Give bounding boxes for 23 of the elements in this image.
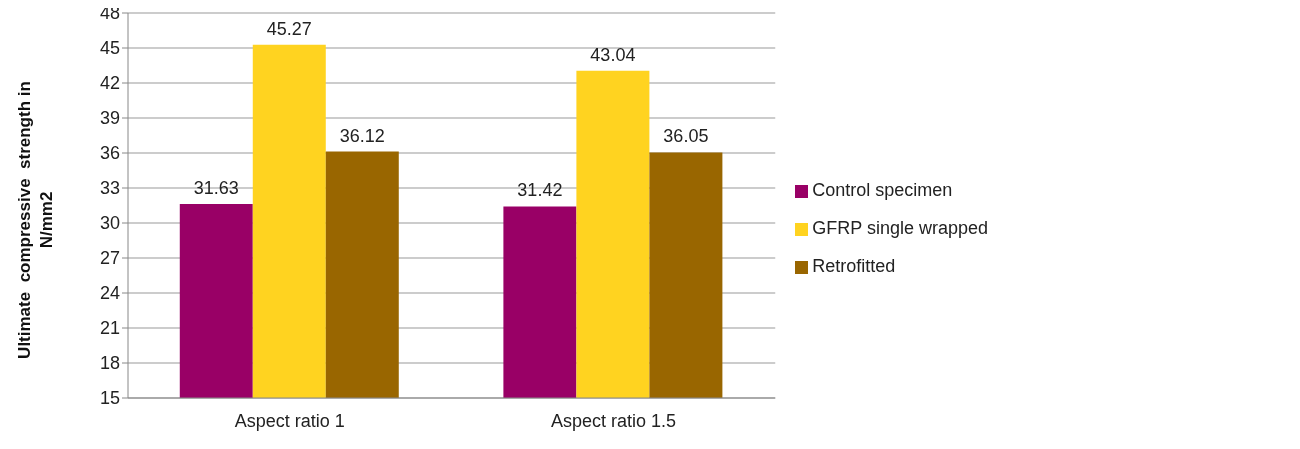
y-tick-label: 36 <box>99 143 120 164</box>
y-tick-label: 33 <box>99 178 120 199</box>
y-tick-label: 45 <box>99 38 120 59</box>
y-axis-title: Ultimate compressive strength in N/mm2 <box>14 80 57 360</box>
y-tick-label: 42 <box>99 73 120 94</box>
y-tick-label: 27 <box>99 248 120 269</box>
y-tick-label: 30 <box>99 213 120 234</box>
legend-label: Retrofitted <box>812 256 896 276</box>
legend-label: GFRP single wrapped <box>812 218 988 238</box>
y-tick-label: 21 <box>99 318 120 339</box>
legend-label: Control specimen <box>812 180 953 200</box>
data-label: 36.12 <box>339 125 385 146</box>
x-tick-label: Aspect ratio 1.5 <box>550 410 676 431</box>
data-label: 31.42 <box>517 180 563 201</box>
data-label: 31.63 <box>193 177 239 198</box>
y-tick-label: 39 <box>99 108 120 129</box>
y-tick-label: 24 <box>99 283 120 304</box>
y-tick-label: 18 <box>99 353 120 374</box>
data-label: 45.27 <box>266 18 312 39</box>
data-label: 36.05 <box>663 126 709 147</box>
y-tick-label: 15 <box>99 388 120 409</box>
x-tick-label: Aspect ratio 1 <box>234 410 345 431</box>
data-label: 43.04 <box>590 44 636 65</box>
